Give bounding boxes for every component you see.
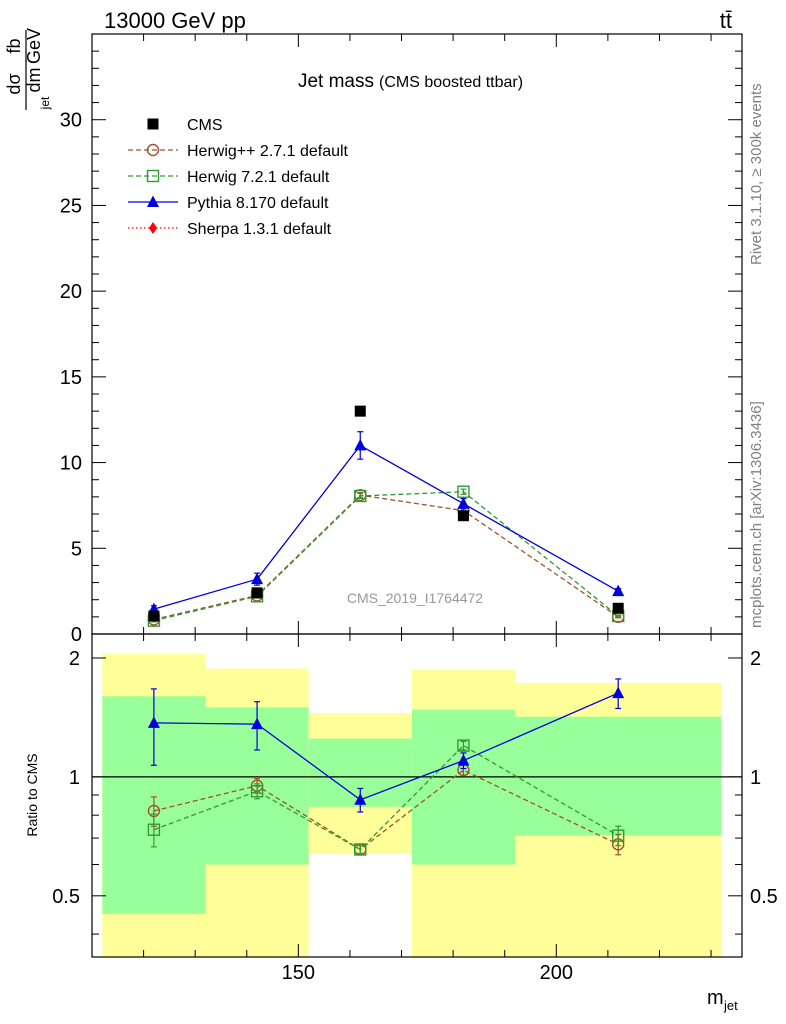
ratio-series-1: [147, 739, 625, 856]
main-y-tick-label: 5: [71, 538, 82, 560]
ylabel-dm-sub: jet: [38, 96, 52, 110]
ratio-point: [354, 793, 367, 805]
x-tick-labels: 150 200: [282, 962, 573, 984]
main-series-line: [153, 444, 619, 610]
ratio-y-tick-label-right: 1: [750, 767, 761, 789]
rivet-label: Rivet 3.1.10, ≥ 300k events: [748, 83, 765, 265]
x-tick-label: 200: [540, 962, 573, 984]
ylabel-dm: dm: [24, 67, 44, 92]
legend-entry-2: Herwig 7.2.1 default: [128, 169, 330, 186]
main-series-0: [148, 405, 624, 622]
x-tick-label: 150: [282, 962, 315, 984]
ylabel-gev: GeV: [24, 28, 44, 64]
legend-marker: [146, 143, 160, 157]
x-axis-label: m jet: [707, 987, 738, 1013]
legend-entry-1: Herwig++ 2.7.1 default: [128, 143, 349, 160]
ratio-point: [250, 784, 264, 798]
main-y-tick-label: 10: [60, 453, 82, 475]
ratio-y-ticks: 0.5 0.5 1 1 2 2: [52, 648, 778, 935]
ratio-y-tick-label: 0.5: [52, 886, 80, 908]
main-y-axis-label: dσ dm jet fb GeV: [4, 28, 52, 110]
main-point: [457, 510, 469, 522]
legend-label: Sherpa 1.3.1 default: [187, 221, 332, 238]
main-y-tick-label: 0: [71, 624, 82, 646]
x-ticks: [91, 34, 712, 634]
main-panel: 0 5 10 15 20 25 30: [60, 33, 743, 646]
main-point: [457, 497, 470, 509]
ratio-y-tick-label: 1: [69, 767, 80, 789]
chart-title: Jet mass (CMS boosted ttbar): [298, 71, 523, 92]
main-point: [251, 587, 263, 599]
analysis-label: CMS_2019_I1764472: [347, 590, 483, 606]
legend-marker: [147, 195, 159, 207]
xlabel-m: m: [707, 987, 724, 1009]
xlabel-sub: jet: [723, 998, 738, 1013]
legend: CMS Herwig++ 2.7.1 default Herwig 7.2.1 de…: [128, 117, 349, 238]
ratio-y-tick-label-right: 0.5: [750, 886, 778, 908]
main-point: [612, 584, 625, 597]
ratio-panel: 0.5 0.5 1 1 2 2 150 200: [52, 633, 778, 984]
legend-label: Herwig 7.2.1 default: [187, 169, 330, 186]
main-y-ticks: 0 5 10 15 20 25 30: [60, 33, 742, 646]
legend-marker: [146, 169, 160, 183]
ratio-point: [612, 686, 625, 699]
inner-band: [411, 709, 516, 865]
legend-label: Pythia 8.170 default: [187, 195, 329, 212]
main-point: [354, 489, 367, 503]
uncertainty-bands: [102, 653, 722, 957]
mcplots-label: mcplots.cern.ch [arXiv:1306.3436]: [748, 401, 765, 628]
main-y-tick-label: 30: [60, 110, 82, 132]
ylabel-fb: fb: [4, 38, 24, 53]
legend-label: Herwig++ 2.7.1 default: [187, 143, 349, 160]
main-point: [354, 405, 366, 417]
main-y-tick-label: 20: [60, 281, 82, 303]
legend-label: CMS: [187, 117, 223, 134]
ratio-y-axis-label: Ratio to CMS: [24, 753, 40, 836]
main-point: [354, 438, 367, 451]
main-point: [251, 572, 264, 585]
legend-entry-0: CMS: [147, 117, 223, 134]
ratio-point: [457, 739, 470, 752]
title-sub: (CMS boosted ttbar): [379, 74, 523, 91]
ratio-point: [354, 843, 367, 856]
legend-marker: [147, 118, 159, 130]
ylabel-dsigma: dσ: [4, 73, 24, 94]
ratio-point: [251, 717, 264, 730]
main-series-3: [147, 431, 625, 615]
legend-entry-3: Pythia 8.170 default: [128, 195, 329, 212]
energy-label: 13000 GeV pp: [104, 8, 246, 33]
ratio-point: [611, 829, 625, 842]
main-point: [612, 602, 624, 614]
legend-entry-4: Sherpa 1.3.1 default: [128, 221, 332, 238]
ratio-point: [147, 716, 160, 728]
ratio-point: [147, 823, 161, 836]
x-ticks: [91, 634, 712, 957]
process-label: tt̄: [720, 8, 732, 33]
main-point: [148, 610, 160, 622]
legend-marker: [149, 222, 157, 234]
ratio-series-2: [147, 678, 625, 813]
ratio-frame: [91, 633, 743, 958]
ratio-y-tick-label-right: 2: [750, 648, 761, 670]
main-y-tick-label: 25: [60, 195, 82, 217]
main-y-tick-label: 15: [60, 367, 82, 389]
ratio-point: [457, 754, 470, 766]
title-main: Jet mass: [298, 71, 374, 92]
ratio-y-tick-label: 2: [69, 648, 80, 670]
inner-band: [515, 716, 722, 836]
